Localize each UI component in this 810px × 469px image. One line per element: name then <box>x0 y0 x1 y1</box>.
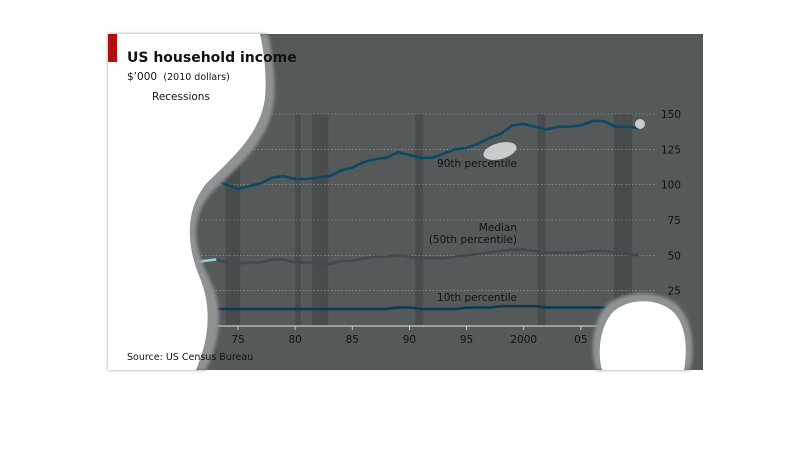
label-median: Median <box>479 222 517 234</box>
recessions-legend: Recessions <box>152 91 210 103</box>
brand-accent-bar <box>108 34 117 62</box>
chart-subtitle: $’000 (2010 dollars) <box>127 71 230 83</box>
y-tick-label-125: 125 <box>661 144 681 156</box>
x-tick-label-90: 90 <box>403 334 416 346</box>
x-tick-label-85: 85 <box>346 334 359 346</box>
chart-header: US household income $’000 (2010 dollars)… <box>108 34 297 363</box>
source-note: Source: US Census Bureau <box>127 352 253 363</box>
recession-band-6 <box>614 114 633 326</box>
y-tick-label-75: 75 <box>668 215 681 227</box>
recession-band-2 <box>295 114 301 326</box>
y-tick-label-50: 50 <box>668 250 681 262</box>
label-90th-percentile: 90th percentile <box>437 158 517 170</box>
series-line-p10 <box>145 304 640 314</box>
x-tick-label-80: 80 <box>288 334 301 346</box>
label-median-sub: (50th percentile) <box>429 234 517 246</box>
x-tick-label-95: 95 <box>460 334 473 346</box>
y-tick-label-25: 25 <box>668 286 681 298</box>
series-line-p90 <box>145 119 640 205</box>
chart-title: US household income <box>127 50 297 66</box>
tiny-dot-blob <box>635 119 645 129</box>
recession-band-3 <box>312 114 329 326</box>
x-tick-label-2000: 2000 <box>510 334 537 346</box>
x-tick-label-75: 75 <box>231 334 244 346</box>
label-10th-percentile: 10th percentile <box>437 292 517 304</box>
y-tick-label-150: 150 <box>661 109 681 121</box>
y-tick-label-100: 100 <box>661 180 681 192</box>
gridlines <box>142 113 656 327</box>
small-oval-blob <box>483 142 517 160</box>
subtitle-note: (2010 dollars) <box>163 72 229 83</box>
highlight-overlay <box>108 34 693 370</box>
series-line-median <box>145 248 640 268</box>
series-labels: 90th percentile Median (50th percentile)… <box>429 158 517 304</box>
hourglass-blob <box>108 34 266 370</box>
x-tick-label-05: 05 <box>574 334 587 346</box>
subtitle-units: $’000 <box>127 71 157 83</box>
corner-blob <box>599 301 686 370</box>
